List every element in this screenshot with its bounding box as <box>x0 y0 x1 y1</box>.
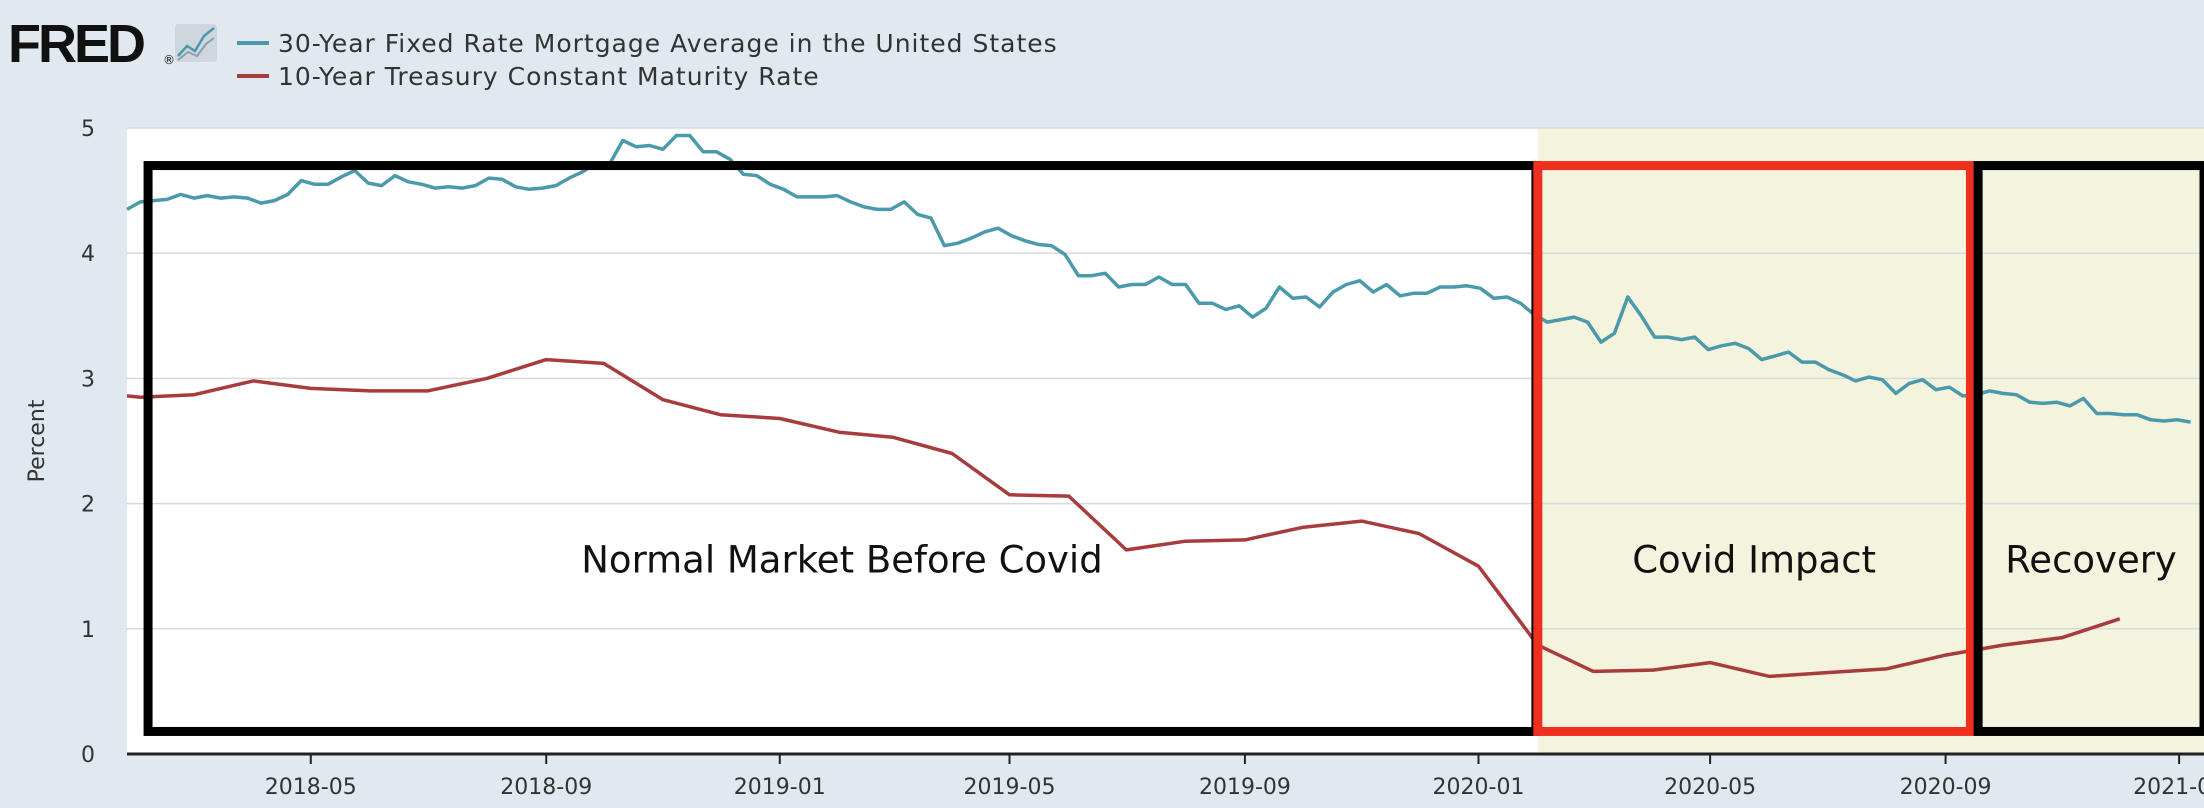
mortgage-rate-line <box>126 133 2191 424</box>
y-axis-ticks: 0 1 2 3 4 5 <box>81 117 95 768</box>
x-tick-label-2020-09: 2020-09 <box>1900 775 1992 800</box>
annotation-label-recovery: Recovery <box>2005 538 2177 581</box>
gridlines <box>127 127 2204 630</box>
legend-label-treasury: 10-Year Treasury Constant Maturity Rate <box>278 62 820 91</box>
x-tick-label-2020-01: 2020-01 <box>1433 775 1525 800</box>
x-tick-label-2018-05: 2018-05 <box>265 775 357 800</box>
legend-item-mortgage: 30-Year Fixed Rate Mortgage Average in t… <box>237 29 1058 58</box>
legend-item-treasury: 10-Year Treasury Constant Maturity Rate <box>237 62 820 91</box>
x-tick-label-2019-01: 2019-01 <box>734 775 826 800</box>
y-tick-label-4: 4 <box>81 242 95 267</box>
y-tick-label-0: 0 <box>81 743 95 768</box>
y-axis-label: Percent <box>25 399 50 482</box>
line-chart-icon <box>175 24 217 62</box>
y-tick-label-2: 2 <box>81 493 95 518</box>
x-tick-label-2020-05: 2020-05 <box>1664 775 1756 800</box>
recession-shading <box>1537 128 2204 754</box>
legend: 30-Year Fixed Rate Mortgage Average in t… <box>237 29 1058 91</box>
y-tick-label-3: 3 <box>81 367 95 392</box>
x-tick-label-2018-09: 2018-09 <box>500 775 592 800</box>
annotation-boxes: Normal Market Before Covid Covid Impact Re… <box>143 161 2204 736</box>
fred-logo-registered-mark: ® <box>163 53 175 67</box>
annotation-label-normal-market-before-covid: Normal Market Before Covid <box>581 538 1102 581</box>
x-tick-label-2019-09: 2019-09 <box>1199 775 1291 800</box>
x-tick-label-2019-05: 2019-05 <box>964 775 1056 800</box>
annotation-box-covid-impact <box>1533 161 1975 736</box>
annotation-label-covid-impact: Covid Impact <box>1632 538 1876 581</box>
plot-area: 0 1 2 3 4 5 2018-05 2018-09 2019-01 2019-05 2019-… <box>25 117 2204 800</box>
x-axis-ticks: 2018-05 2018-09 2019-01 2019-05 2019-09 2020-… <box>265 754 2204 800</box>
fred-logo-text: FRED <box>8 14 144 74</box>
legend-label-mortgage: 30-Year Fixed Rate Mortgage Average in t… <box>278 29 1058 58</box>
y-tick-label-1: 1 <box>81 618 95 643</box>
x-tick-label-2021-01: 2021-01 <box>2133 775 2204 800</box>
y-tick-label-5: 5 <box>81 117 95 142</box>
fred-logo[interactable]: FRED ® <box>8 14 217 74</box>
series-lines <box>126 133 2191 679</box>
treasury-rate-line <box>126 357 2121 679</box>
